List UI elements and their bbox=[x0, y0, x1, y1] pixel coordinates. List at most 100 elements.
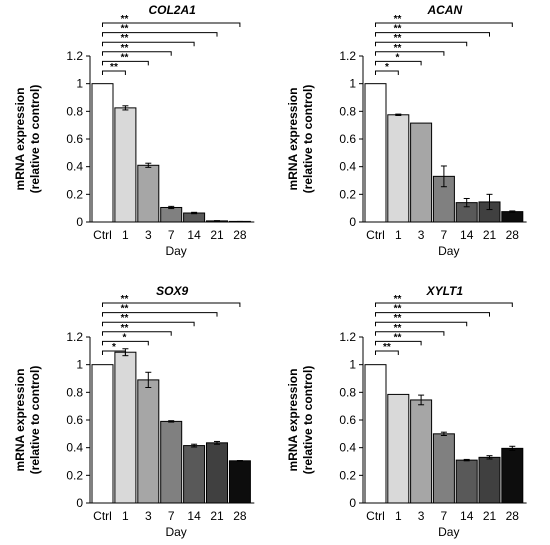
x-tick-label: 14 bbox=[187, 509, 201, 523]
significance-bracket bbox=[375, 32, 490, 37]
bar-ctrl bbox=[91, 364, 114, 504]
bar-14 bbox=[183, 212, 206, 223]
bar-28 bbox=[501, 211, 524, 223]
bar-14 bbox=[183, 445, 206, 504]
y-tick-label: 1 bbox=[349, 358, 356, 372]
y-axis-label-line: (relative to control) bbox=[301, 85, 315, 194]
significance-label: ** bbox=[383, 342, 391, 353]
x-tick-label: 3 bbox=[418, 509, 425, 523]
y-tick-label: 0.2 bbox=[339, 187, 356, 201]
bar-3 bbox=[410, 399, 433, 504]
bar-14 bbox=[455, 459, 478, 504]
significance-bracket bbox=[375, 321, 468, 327]
x-axis-label: Day bbox=[165, 244, 186, 258]
y-tick-label: 0 bbox=[76, 496, 83, 510]
y-tick-label: 1.2 bbox=[66, 330, 83, 344]
significance-bracket bbox=[102, 41, 195, 47]
x-tick-label: 21 bbox=[483, 509, 497, 523]
bar-28 bbox=[228, 460, 251, 504]
x-tick-label: 7 bbox=[168, 228, 175, 242]
significance-bracket bbox=[102, 340, 149, 346]
significance-label: ** bbox=[121, 323, 129, 334]
y-axis-label-line: mRNA expression bbox=[13, 88, 27, 191]
y-axis-label: mRNA expression(relative to control) bbox=[286, 85, 315, 194]
y-tick-label: 1.2 bbox=[339, 49, 356, 63]
significance-label: ** bbox=[121, 294, 129, 305]
y-tick-label: 0.6 bbox=[339, 132, 356, 146]
y-axis-label-line: mRNA expression bbox=[286, 88, 300, 191]
significance-label: ** bbox=[121, 43, 129, 54]
significance-bracket bbox=[375, 60, 422, 66]
x-axis-label: Day bbox=[165, 525, 186, 539]
bar-21 bbox=[206, 442, 228, 504]
bar-3 bbox=[137, 164, 160, 223]
significance-label: ** bbox=[121, 304, 129, 315]
bar-ctrl bbox=[364, 364, 387, 504]
significance-bracket bbox=[375, 22, 513, 27]
significance-bracket bbox=[102, 22, 241, 27]
significance-bracket bbox=[102, 60, 149, 66]
bar-ctrl bbox=[364, 83, 387, 223]
significance-label: ** bbox=[394, 33, 402, 44]
x-tick-label: Ctrl bbox=[366, 228, 385, 242]
bar-28 bbox=[501, 447, 524, 504]
y-tick-label: 0 bbox=[76, 215, 83, 229]
y-tick-label: 1 bbox=[349, 77, 356, 91]
y-tick-label: 0.6 bbox=[66, 413, 83, 427]
bar-1 bbox=[114, 107, 137, 223]
y-tick-label: 0.8 bbox=[339, 385, 356, 399]
y-tick-label: 0.2 bbox=[66, 468, 83, 482]
significance-bracket bbox=[375, 302, 513, 307]
y-tick-label: 0.4 bbox=[339, 441, 356, 455]
x-tick-label: 1 bbox=[395, 228, 402, 242]
y-axis-label-line: mRNA expression bbox=[286, 369, 300, 472]
y-axis-label-line: (relative to control) bbox=[28, 85, 42, 194]
significance-bracket bbox=[375, 331, 445, 336]
x-tick-label: 1 bbox=[122, 509, 129, 523]
significance-label: * bbox=[123, 332, 127, 343]
significance-label: ** bbox=[121, 33, 129, 44]
significance-bracket bbox=[375, 340, 422, 346]
x-tick-label: 21 bbox=[210, 228, 224, 242]
significance-label: ** bbox=[394, 323, 402, 334]
x-tick-label: 7 bbox=[441, 228, 448, 242]
chart-panel-acan: ACAN 0 0.2 0.4 0.6 0.8 1 1.2 mRNA expression(rel… bbox=[286, 3, 527, 258]
significance-bracket bbox=[102, 302, 241, 307]
significance-bracket bbox=[102, 331, 172, 336]
y-tick-label: 0.6 bbox=[339, 413, 356, 427]
y-axis-label: mRNA expression(relative to control) bbox=[286, 366, 315, 475]
x-tick-label: Ctrl bbox=[93, 509, 112, 523]
x-tick-label: 21 bbox=[483, 228, 497, 242]
significance-bracket bbox=[375, 41, 468, 47]
x-tick-label: 3 bbox=[145, 228, 152, 242]
significance-bracket bbox=[375, 350, 399, 355]
significance-label: * bbox=[396, 52, 400, 63]
significance-label: ** bbox=[394, 332, 402, 343]
chart-panel-sox9: SOX9 0 0.2 0.4 0.6 0.8 1 1.2 mRNA expression(rel… bbox=[13, 284, 255, 539]
bar-3 bbox=[410, 122, 433, 223]
chart-title: COL2A1 bbox=[148, 3, 196, 17]
significance-bracket bbox=[102, 32, 218, 37]
bar-1 bbox=[387, 114, 410, 223]
y-tick-label: 0.4 bbox=[66, 441, 83, 455]
y-tick-label: 1.2 bbox=[339, 330, 356, 344]
y-tick-label: 0 bbox=[349, 215, 356, 229]
significance-bracket bbox=[102, 312, 218, 317]
chart-panel-col2a1: COL2A1 0 0.2 0.4 0.6 0.8 1 1.2 mRNA expression(r… bbox=[13, 3, 255, 258]
x-tick-label: 14 bbox=[187, 228, 201, 242]
significance-bracket bbox=[375, 70, 399, 75]
x-tick-label: 1 bbox=[122, 228, 129, 242]
x-tick-label: 28 bbox=[506, 228, 520, 242]
significance-label: ** bbox=[121, 313, 129, 324]
significance-label: ** bbox=[121, 52, 129, 63]
significance-label: ** bbox=[394, 304, 402, 315]
x-tick-label: 7 bbox=[168, 509, 175, 523]
y-tick-label: 0.8 bbox=[66, 104, 83, 118]
y-tick-label: 0 bbox=[349, 496, 356, 510]
significance-label: ** bbox=[394, 14, 402, 25]
x-tick-label: 7 bbox=[441, 509, 448, 523]
bar-7 bbox=[160, 206, 183, 223]
significance-label: ** bbox=[110, 62, 118, 73]
chart-title: XYLT1 bbox=[426, 284, 464, 298]
bar-1 bbox=[387, 393, 410, 504]
